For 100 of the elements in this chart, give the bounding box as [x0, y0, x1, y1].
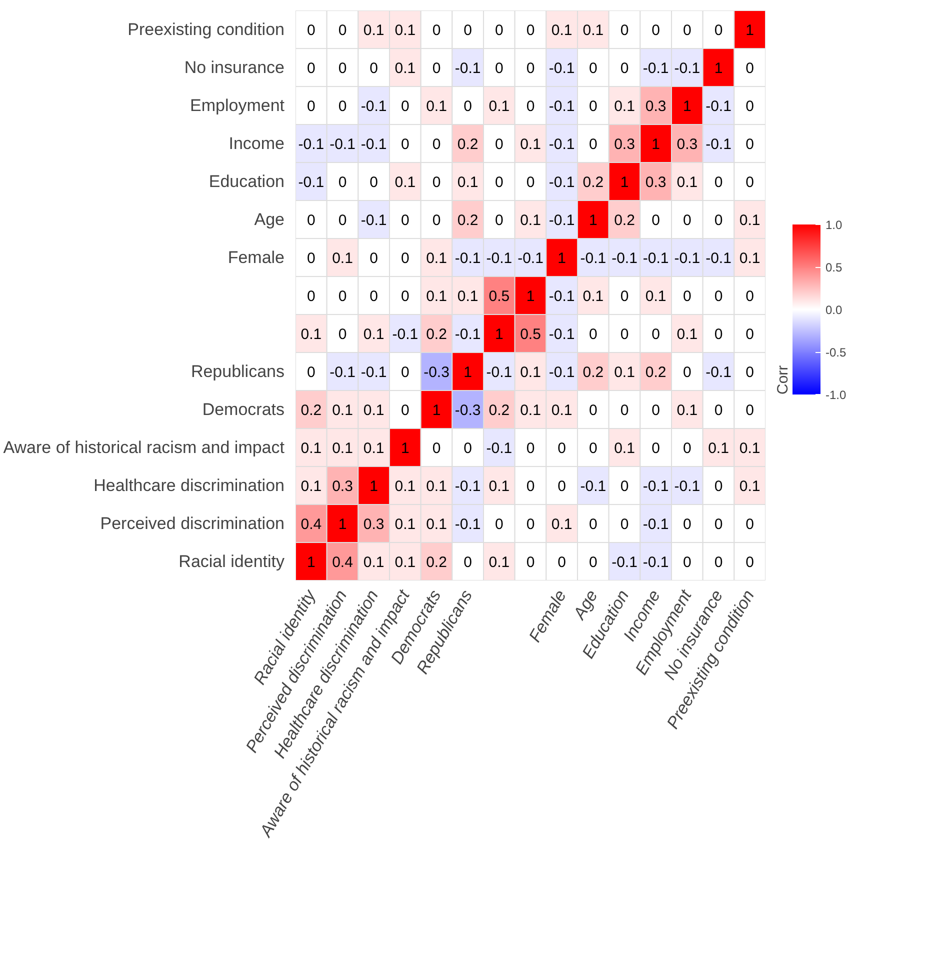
data-label: 0.1 — [332, 402, 353, 419]
data-label: 0 — [682, 364, 692, 381]
data-label: 0 — [746, 174, 754, 191]
data-label: 0 — [746, 554, 754, 571]
data-label: 0 — [464, 440, 472, 457]
color-bar-title: Corr — [774, 365, 792, 394]
data-label: 0 — [682, 288, 692, 305]
data-label: 0 — [526, 60, 535, 77]
data-label: 0 — [746, 516, 754, 533]
data-label: 0 — [306, 364, 316, 381]
data-label: 0 — [588, 554, 598, 571]
data-label: -0.1 — [580, 250, 606, 267]
y-tick-label: Healthcare discrimination — [94, 476, 285, 495]
data-label: 0 — [746, 60, 754, 77]
data-label: 1 — [306, 554, 316, 571]
y-tick-label: No insurance — [184, 58, 285, 77]
data-label: 0.3 — [332, 478, 353, 495]
data-label: 0.2 — [582, 364, 604, 381]
data-label: 0.2 — [426, 326, 447, 343]
data-label: 0.1 — [394, 174, 416, 191]
data-label: 0.1 — [300, 326, 322, 343]
data-label: 0.1 — [426, 478, 447, 495]
data-label: 0 — [306, 98, 316, 115]
data-label: 1 — [432, 402, 441, 419]
data-label: 1 — [714, 60, 723, 77]
data-label: 1 — [652, 136, 660, 153]
data-label: 0 — [464, 22, 472, 39]
data-label: -0.1 — [580, 478, 606, 495]
data-label: 1 — [400, 440, 410, 457]
data-label: -0.1 — [548, 326, 575, 343]
data-label: 0.1 — [551, 402, 572, 419]
data-label: -0.1 — [486, 440, 512, 457]
data-label: 1 — [494, 326, 504, 343]
data-label: 1 — [746, 22, 754, 39]
data-label: -0.1 — [518, 250, 544, 267]
data-label: 0 — [714, 212, 723, 229]
data-label: 0.1 — [394, 22, 416, 39]
data-label: 0 — [432, 22, 441, 39]
data-label: 0 — [494, 136, 504, 153]
data-label: -0.1 — [706, 136, 732, 153]
data-label: 0 — [432, 440, 441, 457]
data-label: 0 — [588, 60, 598, 77]
data-label: -0.1 — [548, 288, 575, 305]
data-label: 0.1 — [488, 478, 510, 495]
data-label: 0 — [400, 212, 410, 229]
data-label: 0 — [714, 402, 723, 419]
data-label: 0.1 — [676, 174, 698, 191]
data-label: 0.1 — [739, 478, 760, 495]
y-tick-label: Perceived discrimination — [100, 514, 285, 533]
data-label: 0.1 — [520, 402, 541, 419]
data-label: -0.1 — [486, 364, 512, 381]
data-label: 0.1 — [363, 440, 384, 457]
data-label: 0.1 — [394, 516, 416, 533]
data-label: -0.1 — [548, 212, 575, 229]
data-label: 0 — [338, 326, 347, 343]
data-label: 0.1 — [708, 440, 729, 457]
data-label: 0 — [400, 364, 410, 381]
color-bar-label: 0.5 — [826, 260, 843, 274]
data-label: 0 — [558, 554, 566, 571]
data-label: 0 — [338, 174, 347, 191]
data-label: 0 — [652, 326, 660, 343]
data-label: 0 — [526, 98, 535, 115]
color-bar-label: 1.0 — [826, 218, 843, 232]
data-label: 0 — [526, 554, 535, 571]
data-label: 0 — [526, 478, 535, 495]
data-label: 0 — [746, 136, 754, 153]
data-label: 0 — [746, 402, 754, 419]
data-label: 0 — [370, 60, 378, 77]
data-label: 0.2 — [457, 136, 478, 153]
data-label: 0.1 — [426, 288, 447, 305]
data-label: 0 — [682, 22, 692, 39]
data-label: 0 — [338, 212, 347, 229]
data-label: 0 — [338, 288, 347, 305]
data-label: -0.1 — [674, 60, 700, 77]
y-tick-label: Age — [254, 210, 284, 229]
data-label: 0 — [306, 22, 316, 39]
data-label: 0.4 — [332, 554, 353, 571]
data-label: -0.3 — [424, 364, 450, 381]
data-label: 1 — [370, 478, 378, 495]
data-label: 0 — [714, 174, 723, 191]
data-label: 0 — [494, 22, 504, 39]
data-label: -0.1 — [674, 478, 700, 495]
data-label: 0 — [526, 22, 535, 39]
data-label: 0 — [746, 288, 754, 305]
data-label: 0 — [432, 174, 441, 191]
data-label: 0 — [714, 516, 723, 533]
data-label: 0 — [714, 478, 723, 495]
data-label: 0 — [652, 212, 660, 229]
data-label: 0 — [588, 136, 598, 153]
data-label: 1 — [558, 250, 566, 267]
data-label: -0.1 — [454, 250, 481, 267]
data-label: 0 — [494, 174, 504, 191]
data-label: 0 — [620, 478, 629, 495]
data-label: 0 — [714, 22, 723, 39]
y-tick-label: Aware of historical racism and impact — [3, 438, 285, 457]
data-label: 0 — [746, 326, 754, 343]
data-label: -0.1 — [360, 212, 387, 229]
data-label: 0.1 — [520, 364, 541, 381]
data-label: 0 — [714, 554, 723, 571]
data-label: -0.1 — [360, 364, 387, 381]
